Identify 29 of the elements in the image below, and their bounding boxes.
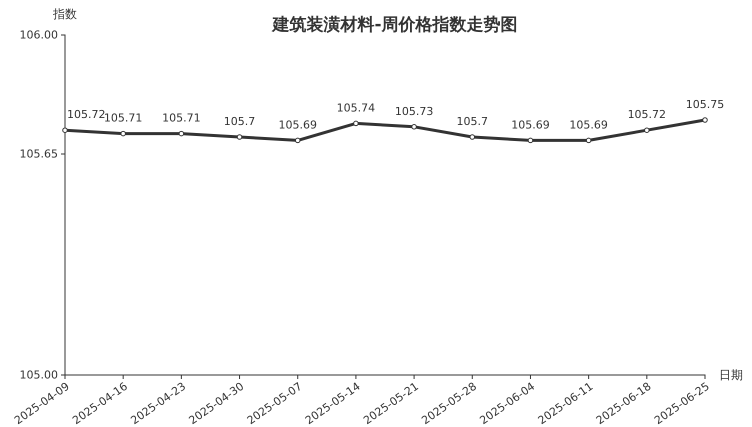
data-label: 105.75 <box>686 98 724 111</box>
data-label: 105.7 <box>456 115 488 128</box>
data-label: 105.69 <box>511 118 550 132</box>
point <box>353 120 359 126</box>
y-tick-label: 105.65 <box>20 148 58 161</box>
data-label: 105.72 <box>628 108 666 122</box>
point <box>644 127 650 133</box>
chart-title: 建筑装潢材料-周价格指数走势图 <box>270 15 518 35</box>
y-tick-label: 106.00 <box>20 28 58 42</box>
data-label: 105.69 <box>569 118 608 132</box>
data-label: 105.71 <box>162 112 201 125</box>
y-tick-label: 105.00 <box>20 368 58 382</box>
data-label: 105.74 <box>336 101 376 114</box>
data-label: 105.72 <box>67 108 106 122</box>
data-label: 105.69 <box>278 118 317 132</box>
data-label: 105.71 <box>104 112 142 125</box>
y-axis-title: 指数 <box>52 7 77 21</box>
point <box>528 138 534 144</box>
x-axis-title: 日期 <box>719 368 743 382</box>
point <box>178 130 184 136</box>
point <box>236 134 242 140</box>
point <box>294 138 300 144</box>
point <box>411 124 417 130</box>
data-label: 105.73 <box>394 104 434 118</box>
data-label: 105.7 <box>224 115 256 128</box>
point <box>702 117 708 123</box>
point <box>62 127 68 133</box>
point <box>586 138 592 144</box>
point <box>470 134 476 140</box>
